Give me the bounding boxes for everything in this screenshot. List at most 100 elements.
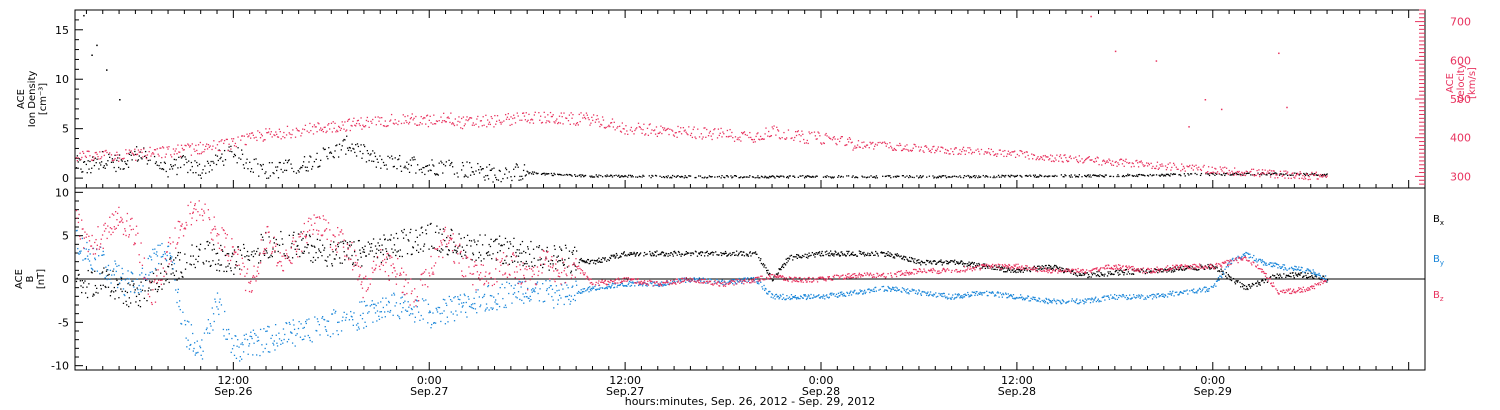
density-point [618, 176, 621, 178]
field-point-by [657, 283, 659, 286]
field-point-bx [1298, 274, 1301, 276]
field-point-bx [419, 248, 422, 250]
velocity-point [1242, 174, 1245, 176]
velocity-point [320, 129, 323, 132]
field-point-bx [421, 226, 423, 228]
field-point-by [846, 292, 849, 294]
field-point-bx [231, 255, 233, 258]
density-point [1014, 176, 1016, 178]
field-point-by [384, 311, 386, 313]
field-point-bx [1210, 263, 1212, 266]
density-point [551, 174, 553, 177]
field-point-by [684, 278, 686, 281]
field-point-by [374, 312, 377, 314]
velocity-point [189, 145, 192, 147]
velocity-point [963, 150, 966, 152]
field-point-by [435, 307, 437, 310]
density-point [181, 155, 184, 158]
velocity-point [626, 130, 628, 132]
velocity-point [1191, 164, 1194, 166]
field-point-bx [781, 265, 783, 267]
density-point [434, 173, 436, 175]
density-point [489, 169, 492, 172]
velocity-point [226, 138, 228, 141]
density-point [1047, 176, 1049, 178]
field-point-bx [864, 253, 866, 256]
velocity-point [1046, 156, 1048, 158]
velocity-point [1255, 174, 1257, 177]
velocity-point [864, 145, 866, 147]
field-point-by [166, 254, 168, 257]
density-point [957, 176, 959, 178]
field-point-bx [522, 264, 524, 267]
field-point-by [969, 295, 971, 297]
field-point-bx [125, 300, 127, 303]
field-point-by [892, 286, 894, 288]
density-point [1187, 172, 1189, 175]
field-point-bx [807, 257, 809, 259]
field-point-bx [891, 254, 893, 256]
field-point-bx [144, 290, 146, 292]
density-point [194, 160, 196, 162]
velocity-point [138, 151, 140, 153]
field-point-bx [919, 262, 921, 264]
velocity-point [1267, 170, 1269, 172]
density-point [499, 170, 501, 172]
density-point [253, 158, 255, 161]
density-point [514, 166, 517, 168]
field-point-by [903, 289, 906, 291]
density-point [192, 172, 194, 174]
velocity-point [105, 149, 107, 152]
velocity-point [554, 122, 556, 124]
field-point-bx [114, 298, 116, 300]
velocity-point [464, 123, 466, 125]
field-point-by [792, 296, 794, 298]
field-point-by [621, 283, 623, 285]
field-point-bx [1185, 267, 1188, 270]
field-point-by [493, 296, 495, 298]
density-point [527, 171, 529, 173]
velocity-point [692, 128, 694, 131]
velocity-point [1220, 168, 1222, 170]
velocity-point [1159, 164, 1161, 166]
field-point-by [579, 291, 581, 294]
velocity-point [1152, 165, 1154, 168]
field-point-by [837, 296, 839, 298]
field-point-by [94, 257, 96, 259]
field-point-bx [275, 238, 277, 241]
density-point [484, 179, 486, 181]
velocity-point [948, 153, 950, 155]
density-point [984, 176, 986, 178]
velocity-point [552, 114, 554, 116]
velocity-point [288, 132, 290, 134]
field-point-bx [1255, 282, 1257, 285]
field-point-bx [933, 260, 936, 262]
field-point-bx [239, 268, 241, 270]
velocity-point [243, 135, 246, 137]
field-point-by [145, 273, 147, 276]
field-point-bx [425, 229, 427, 231]
field-point-bx [1040, 268, 1043, 270]
velocity-point [694, 136, 696, 138]
velocity-point [1261, 169, 1264, 171]
velocity-point [364, 125, 367, 127]
velocity-point [656, 135, 659, 138]
field-point-by [823, 295, 825, 297]
velocity-point [235, 145, 237, 148]
field-point-by [90, 267, 93, 270]
density-point [686, 176, 688, 179]
density-point [926, 176, 928, 178]
velocity-point [377, 116, 379, 118]
field-point-bx [247, 258, 249, 261]
field-point-by [632, 281, 634, 283]
velocity-point [1223, 171, 1225, 174]
density-point [1212, 173, 1214, 175]
field-point-bx [818, 251, 821, 253]
velocity-point [195, 144, 197, 147]
field-point-bx [1112, 273, 1115, 276]
field-point-by [809, 297, 812, 300]
field-point-bx [110, 291, 112, 293]
field-point-bx [1321, 277, 1323, 279]
density-point [1269, 172, 1271, 174]
field-point-bx [383, 234, 385, 236]
